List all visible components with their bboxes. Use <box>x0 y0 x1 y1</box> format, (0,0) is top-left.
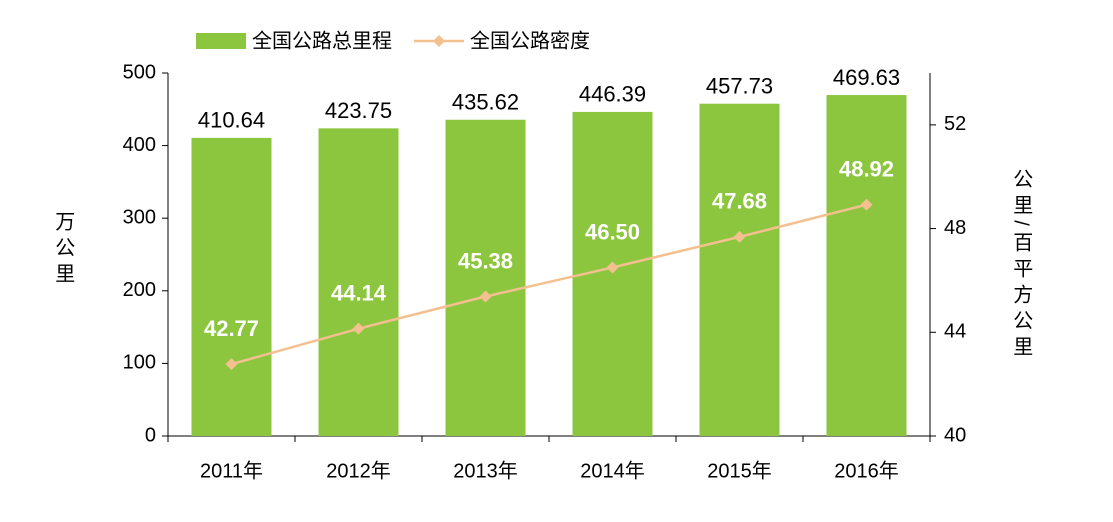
y2-tick-label: 48 <box>944 217 966 239</box>
line-value-label: 48.92 <box>839 157 894 182</box>
bar-value-label: 446.39 <box>579 82 646 107</box>
y2-tick-label: 52 <box>944 113 966 135</box>
line-value-label: 46.50 <box>585 219 640 244</box>
y2-tick-label: 44 <box>944 321 966 343</box>
legend-swatch <box>433 35 445 47</box>
y-tick-label: 400 <box>123 134 156 156</box>
legend-label: 全国公路总里程 <box>252 29 392 52</box>
line-marker <box>860 198 873 211</box>
line-value-label: 45.38 <box>458 248 513 273</box>
bar <box>191 137 272 436</box>
line-value-label: 42.77 <box>204 316 259 341</box>
legend-label: 全国公路密度 <box>470 29 590 52</box>
bar-value-label: 423.75 <box>325 98 392 123</box>
line-value-label: 47.68 <box>712 189 767 214</box>
line <box>231 203 867 366</box>
line-marker <box>225 358 238 371</box>
x-tick-label: 2015年 <box>707 459 772 482</box>
y-tick-label: 0 <box>145 424 156 446</box>
x-tick-label: 2012年 <box>326 459 391 482</box>
y2-tick-label: 40 <box>944 424 966 446</box>
line-marker <box>352 322 365 335</box>
bar-value-label: 410.64 <box>198 108 265 133</box>
x-tick-label: 2016年 <box>834 459 899 482</box>
y-tick-label: 100 <box>123 352 156 374</box>
bar <box>826 95 907 437</box>
y2-axis-label: 公里/百平方公里 <box>1010 168 1033 362</box>
y-tick-label: 200 <box>123 279 156 301</box>
bar <box>318 128 399 437</box>
y-tick-label: 300 <box>123 206 156 228</box>
y-tick-label: 500 <box>123 61 156 83</box>
x-tick-label: 2013年 <box>453 459 518 482</box>
line-marker <box>606 261 619 274</box>
y-axis-label: 万公里 <box>52 211 75 289</box>
bar-value-label: 457.73 <box>706 74 773 99</box>
bar-value-label: 435.62 <box>452 90 519 115</box>
x-tick-label: 2011年 <box>200 459 263 482</box>
x-tick-label: 2014年 <box>580 459 645 482</box>
legend-swatch <box>196 33 246 49</box>
line-marker <box>733 230 746 243</box>
bar-value-label: 469.63 <box>833 65 900 90</box>
line-value-label: 44.14 <box>331 280 387 305</box>
bar <box>699 103 780 436</box>
line-marker <box>479 290 492 303</box>
bar <box>445 119 526 437</box>
